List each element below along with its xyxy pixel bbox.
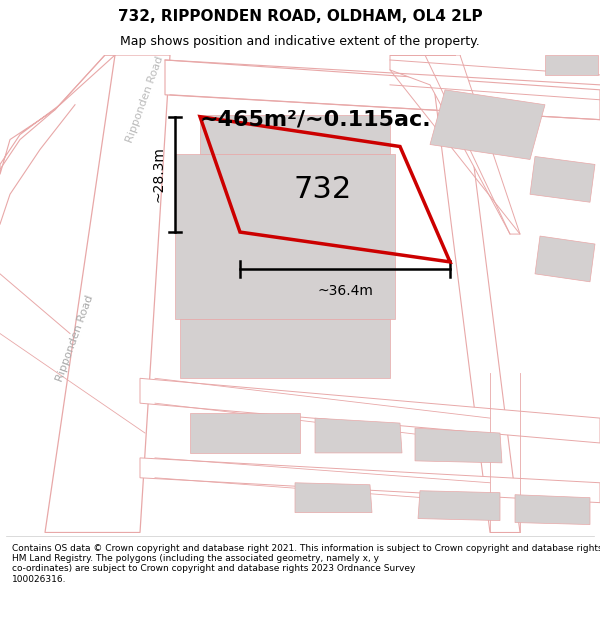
Polygon shape bbox=[190, 413, 300, 453]
Polygon shape bbox=[430, 55, 520, 532]
Polygon shape bbox=[415, 428, 502, 463]
Polygon shape bbox=[45, 55, 170, 532]
Polygon shape bbox=[295, 482, 372, 512]
Text: ~28.3m: ~28.3m bbox=[151, 146, 165, 202]
Polygon shape bbox=[390, 55, 520, 234]
Text: Contains OS data © Crown copyright and database right 2021. This information is : Contains OS data © Crown copyright and d… bbox=[12, 544, 600, 584]
Polygon shape bbox=[535, 236, 595, 282]
Polygon shape bbox=[418, 491, 500, 521]
Text: Map shows position and indicative extent of the property.: Map shows position and indicative extent… bbox=[120, 35, 480, 48]
Polygon shape bbox=[530, 156, 595, 202]
Polygon shape bbox=[545, 55, 598, 75]
Text: 732: 732 bbox=[293, 175, 352, 204]
Polygon shape bbox=[515, 495, 590, 524]
Text: Ripponden Road: Ripponden Road bbox=[55, 294, 95, 383]
Text: ~465m²/~0.115ac.: ~465m²/~0.115ac. bbox=[200, 109, 431, 129]
Polygon shape bbox=[140, 458, 600, 503]
Polygon shape bbox=[165, 60, 600, 119]
Text: Ripponden Road: Ripponden Road bbox=[125, 55, 166, 144]
Text: 732, RIPPONDEN ROAD, OLDHAM, OL4 2LP: 732, RIPPONDEN ROAD, OLDHAM, OL4 2LP bbox=[118, 9, 482, 24]
Text: ~36.4m: ~36.4m bbox=[317, 284, 373, 298]
Polygon shape bbox=[140, 378, 600, 443]
Polygon shape bbox=[175, 154, 395, 319]
Polygon shape bbox=[180, 319, 390, 378]
Polygon shape bbox=[0, 55, 115, 174]
Polygon shape bbox=[200, 115, 390, 154]
Polygon shape bbox=[430, 90, 545, 159]
Polygon shape bbox=[315, 418, 402, 453]
